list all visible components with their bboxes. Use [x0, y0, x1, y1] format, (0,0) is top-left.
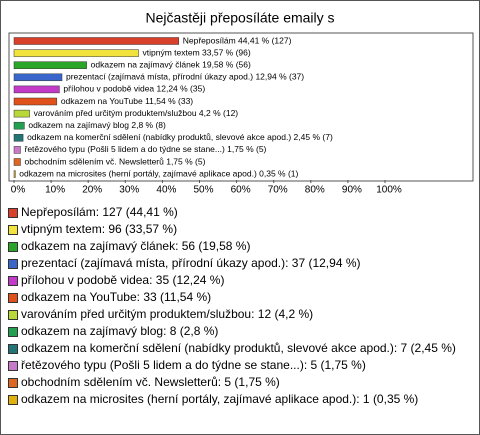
legend-label: odkazem na microsites (herní portály, za… [21, 392, 419, 406]
x-tick-label: 40% [156, 185, 176, 196]
x-tick-label: 20% [82, 185, 102, 196]
legend-item: odkazem na microsites (herní portály, za… [7, 392, 473, 407]
plot: Nejčastěji přeposíláte emaily s 0% 10% 20%… [8, 10, 474, 196]
legend-swatch [8, 344, 18, 354]
bar [13, 158, 21, 166]
data-label: odkazem na microsites (herní portály, za… [19, 168, 298, 178]
plot-frame [8, 32, 474, 182]
x-tick-label: 60% [231, 185, 251, 196]
data-label: Nepřeposílám 44,41 % (127) [183, 35, 292, 45]
x-tick-label: 80% [305, 185, 325, 196]
legend-label: odkazem na komerční sdělení (nabídky pro… [21, 341, 456, 355]
legend-item: vtipným textem: 96 (33,57 %) [7, 222, 473, 237]
legend-swatch [8, 395, 18, 405]
legend-label: odkazem na YouTube: 33 (11,54 %) [21, 290, 212, 304]
legend-label: prezentací (zajímavá místa, přírodní úka… [21, 256, 361, 270]
bar [13, 134, 24, 142]
data-label: řetězového typu (Pošli 5 lidem a do týdn… [24, 144, 266, 154]
legend-swatch [8, 225, 18, 235]
bar [13, 109, 30, 118]
legend-item: prezentací (zajímavá místa, přírodní úka… [7, 256, 473, 271]
legend-swatch [8, 259, 18, 269]
x-tick-label: 90% [342, 185, 362, 196]
bar [13, 85, 60, 94]
data-label: prezentací (zajímavá místa, přírodní úka… [66, 72, 304, 82]
bar [13, 121, 25, 130]
bar [13, 49, 139, 57]
data-label: přílohou v podobě videa 12,24 % (35) [63, 84, 205, 94]
legend-item: odkazem na komerční sdělení (nabídky pro… [7, 341, 473, 356]
bar [13, 170, 16, 178]
legend-label: odkazem na zajímavý článek: 56 (19,58 %) [21, 239, 251, 253]
data-label: varováním před určitým produktem/službou… [34, 108, 239, 118]
x-tick-label: 100% [376, 185, 402, 196]
legend: Nepřeposílám: 127 (44,41 %) vtipným texte… [7, 205, 473, 409]
chart-title: Nejčastěji přeposíláte emaily s [145, 10, 334, 26]
legend-label: přílohou v podobě videa: 35 (12,24 %) [21, 273, 225, 287]
legend-swatch [8, 242, 18, 252]
data-label: vtipným textem 33,57 % (96) [143, 47, 251, 57]
data-label: obchodním sdělením vč. Newsletterů 1,75 … [24, 156, 205, 166]
legend-label: vtipným textem: 96 (33,57 %) [21, 222, 178, 236]
legend-item: Nepřeposílám: 127 (44,41 %) [7, 205, 473, 220]
data-label: odkazem na komerční sdělení (nabídky pro… [27, 132, 333, 142]
legend-swatch [8, 293, 18, 303]
legend-label: odkazem na zajímavý blog: 8 (2,8 %) [21, 324, 219, 338]
legend-item: odkazem na zajímavý článek: 56 (19,58 %) [7, 239, 473, 254]
data-label: odkazem na zajímavý blog 2,8 % (8) [28, 120, 166, 130]
legend-label: řetězového typu (Pošli 5 lidem a do týdn… [21, 358, 366, 372]
legend-label: Nepřeposílám: 127 (44,41 %) [21, 205, 178, 219]
legend-item: varováním před určitým produktem/službou… [7, 307, 473, 322]
legend-swatch [8, 310, 18, 320]
data-label: odkazem na YouTube 11,54 % (33) [61, 96, 193, 106]
legend-item: přílohou v podobě videa: 35 (12,24 %) [7, 273, 473, 288]
x-tick-label: 0% [11, 185, 26, 196]
legend-label: varováním před určitým produktem/službou… [21, 307, 314, 321]
bar [13, 97, 58, 106]
bar [13, 146, 21, 154]
legend-swatch [8, 276, 18, 286]
legend-item: odkazem na YouTube: 33 (11,54 %) [7, 290, 473, 305]
x-tick-label: 30% [119, 185, 139, 196]
legend-swatch [8, 327, 18, 337]
legend-label: obchodním sdělením vč. Newsletterů: 5 (1… [21, 375, 280, 389]
legend-item: řetězového typu (Pošli 5 lidem a do týdn… [7, 358, 473, 373]
legend-swatch [8, 208, 18, 218]
bar [13, 73, 63, 82]
legend-swatch [8, 361, 18, 371]
bar [13, 61, 87, 69]
data-label: odkazem na zajímavý článek 19,58 % (56) [91, 59, 251, 69]
legend-item: odkazem na zajímavý blog: 8 (2,8 %) [7, 324, 473, 339]
legend-item: obchodním sdělením vč. Newsletterů: 5 (1… [7, 375, 473, 390]
legend-swatch [8, 378, 18, 388]
x-tick-label: 10% [45, 185, 65, 196]
x-tick-label: 50% [193, 185, 213, 196]
x-tick-label: 70% [268, 185, 288, 196]
bar [13, 37, 180, 45]
